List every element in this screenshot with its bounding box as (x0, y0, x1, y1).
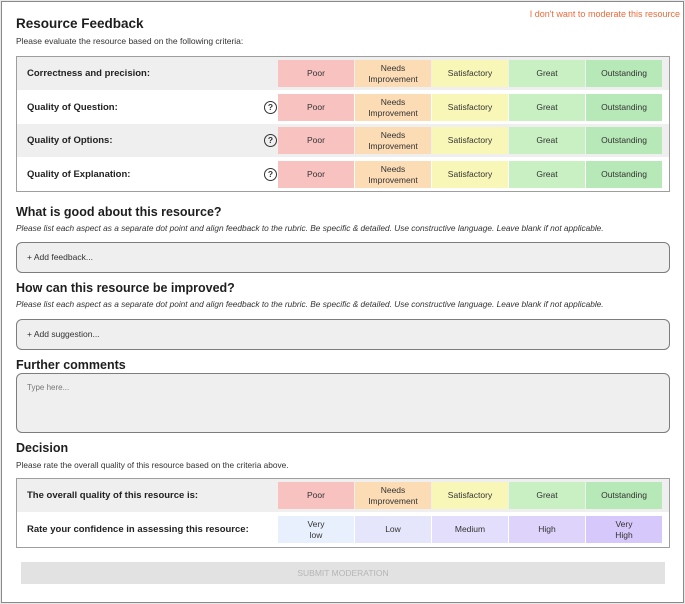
question-circle-icon[interactable]: ? (264, 101, 277, 114)
submit-moderation-button[interactable]: SUBMIT MODERATION (21, 562, 665, 584)
rating-great[interactable]: Great (509, 127, 585, 154)
page-title: Resource Feedback (16, 16, 144, 31)
rating-outstanding[interactable]: Outstanding (586, 127, 662, 154)
overall-needs-improvement[interactable]: Needs Improvement (355, 482, 431, 509)
rating-great[interactable]: Great (509, 161, 585, 188)
add-suggestion-input[interactable]: + Add suggestion... (16, 319, 670, 350)
confidence-very-high[interactable]: Very High (586, 516, 662, 543)
comments-heading: Further comments (16, 358, 126, 372)
rating-poor[interactable]: Poor (278, 161, 354, 188)
question-circle-icon[interactable]: ? (264, 134, 277, 147)
criteria-row: Correctness and precision: Poor Needs Im… (17, 57, 669, 90)
rating-great[interactable]: Great (509, 94, 585, 121)
add-feedback-input[interactable]: + Add feedback... (16, 242, 670, 273)
criteria-label: Quality of Options: (27, 135, 113, 146)
confidence-very-low[interactable]: Very low (278, 516, 354, 543)
confidence-high[interactable]: High (509, 516, 585, 543)
rating-needs-improvement[interactable]: Needs Improvement (355, 161, 431, 188)
criteria-row: Quality of Explanation: ? Poor Needs Imp… (17, 158, 669, 191)
criteria-row: Quality of Options: ? Poor Needs Improve… (17, 124, 669, 157)
rating-satisfactory[interactable]: Satisfactory (432, 161, 508, 188)
good-heading: What is good about this resource? (16, 205, 222, 219)
rating-outstanding[interactable]: Outstanding (586, 60, 662, 87)
criteria-label: Quality of Explanation: (27, 169, 131, 180)
rating-needs-improvement[interactable]: Needs Improvement (355, 94, 431, 121)
criteria-label: Quality of Question: (27, 102, 118, 113)
improve-hint: Please list each aspect as a separate do… (16, 299, 604, 309)
confidence-label: Rate your confidence in assessing this r… (27, 524, 249, 535)
good-hint: Please list each aspect as a separate do… (16, 223, 604, 233)
comments-textarea[interactable]: Type here... (16, 373, 670, 433)
page-subtitle: Please evaluate the resource based on th… (16, 36, 244, 46)
question-circle-icon[interactable]: ? (264, 168, 277, 181)
criteria-row: Quality of Question: ? Poor Needs Improv… (17, 91, 669, 124)
skip-moderation-link[interactable]: I don't want to moderate this resource (529, 9, 680, 19)
decision-rubric: The overall quality of this resource is:… (16, 478, 670, 548)
criteria-label: Correctness and precision: (27, 68, 151, 79)
rating-poor[interactable]: Poor (278, 60, 354, 87)
overall-outstanding[interactable]: Outstanding (586, 482, 662, 509)
improve-heading: How can this resource be improved? (16, 281, 235, 295)
rating-outstanding[interactable]: Outstanding (586, 161, 662, 188)
overall-great[interactable]: Great (509, 482, 585, 509)
criteria-rubric: Correctness and precision: Poor Needs Im… (16, 56, 670, 192)
rating-satisfactory[interactable]: Satisfactory (432, 94, 508, 121)
confidence-medium[interactable]: Medium (432, 516, 508, 543)
overall-quality-label: The overall quality of this resource is: (27, 490, 199, 501)
decision-subtitle: Please rate the overall quality of this … (16, 460, 289, 470)
rating-outstanding[interactable]: Outstanding (586, 94, 662, 121)
overall-satisfactory[interactable]: Satisfactory (432, 482, 508, 509)
rating-satisfactory[interactable]: Satisfactory (432, 127, 508, 154)
overall-poor[interactable]: Poor (278, 482, 354, 509)
rating-poor[interactable]: Poor (278, 127, 354, 154)
decision-row: The overall quality of this resource is:… (17, 479, 669, 512)
rating-poor[interactable]: Poor (278, 94, 354, 121)
rating-satisfactory[interactable]: Satisfactory (432, 60, 508, 87)
decision-heading: Decision (16, 441, 69, 455)
decision-row: Rate your confidence in assessing this r… (17, 513, 669, 546)
rating-needs-improvement[interactable]: Needs Improvement (355, 60, 431, 87)
rating-great[interactable]: Great (509, 60, 585, 87)
rating-needs-improvement[interactable]: Needs Improvement (355, 127, 431, 154)
confidence-low[interactable]: Low (355, 516, 431, 543)
